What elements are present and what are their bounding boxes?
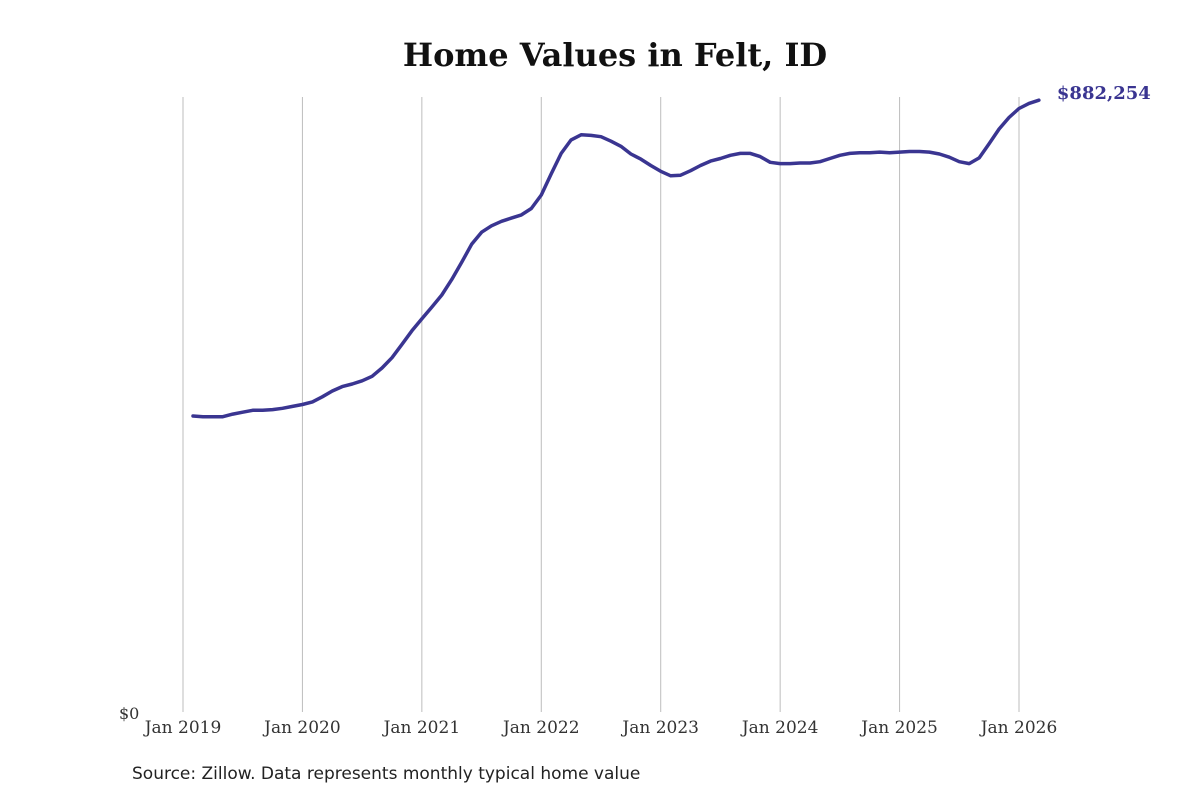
x-tick-label: Jan 2019 [143, 718, 222, 738]
series-layer [191, 98, 1041, 419]
x-tick-label: Jan 2020 [262, 718, 341, 738]
x-tick-label: Jan 2025 [859, 718, 938, 738]
x-tick-label: Jan 2024 [740, 718, 819, 738]
y-tick-label: $0 [119, 704, 139, 723]
end-value-label: $882,254 [1057, 83, 1151, 104]
x-tick-label: Jan 2022 [501, 718, 580, 738]
chart-title: Home Values in Felt, ID [402, 36, 828, 74]
x-tick-label: Jan 2021 [382, 718, 461, 738]
series-line [191, 98, 1041, 419]
source-note: Source: Zillow. Data represents monthly … [132, 764, 641, 784]
x-axis: Jan 2019 Jan 2020 Jan 2021 Jan 2022 Jan 2023… [143, 718, 1058, 738]
x-tick-label: Jan 2026 [979, 718, 1058, 738]
x-tick-label: Jan 2023 [620, 718, 699, 738]
